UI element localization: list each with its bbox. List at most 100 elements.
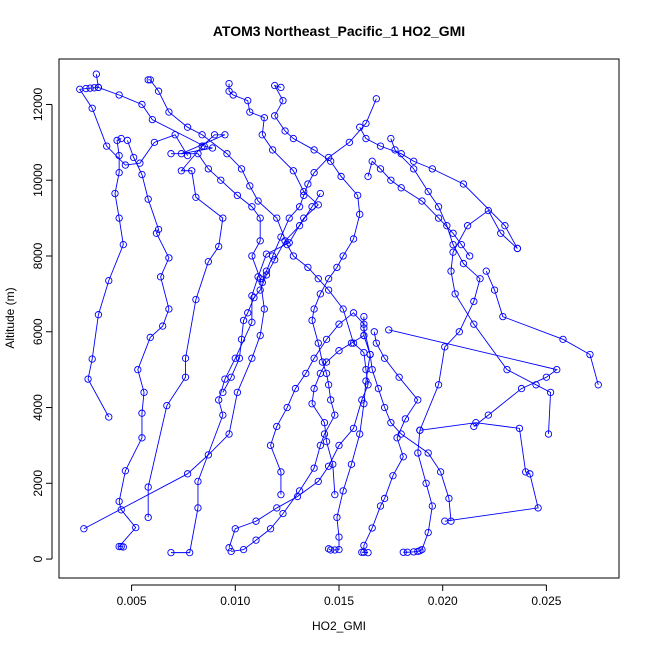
data-point bbox=[183, 151, 192, 160]
data-point bbox=[248, 203, 256, 211]
data-point bbox=[451, 290, 459, 298]
data-point bbox=[544, 430, 553, 438]
data-point bbox=[395, 373, 403, 381]
data-point bbox=[268, 252, 277, 260]
data-point bbox=[136, 159, 144, 167]
data-point bbox=[428, 502, 436, 510]
data-point bbox=[254, 197, 262, 205]
data-point bbox=[144, 195, 152, 203]
data-point bbox=[449, 240, 457, 249]
data-point bbox=[380, 354, 389, 362]
data-point bbox=[356, 210, 364, 218]
data-point bbox=[347, 460, 356, 468]
data-point bbox=[140, 388, 148, 397]
data-point bbox=[360, 400, 368, 408]
data-point bbox=[455, 328, 463, 336]
data-point bbox=[154, 225, 163, 234]
data-point bbox=[289, 134, 298, 143]
data-point bbox=[252, 536, 260, 544]
series-14 bbox=[360, 331, 455, 525]
y-tick-label: 10000 bbox=[31, 163, 45, 197]
data-point bbox=[308, 400, 316, 408]
data-point bbox=[324, 275, 333, 283]
data-point bbox=[121, 467, 130, 475]
data-point bbox=[370, 328, 378, 336]
data-point bbox=[324, 153, 333, 162]
data-point bbox=[183, 470, 192, 478]
data-point bbox=[457, 240, 466, 249]
series-line bbox=[118, 140, 170, 548]
data-point bbox=[360, 541, 368, 550]
x-tick-label: 0.020 bbox=[428, 594, 458, 608]
series-10 bbox=[219, 189, 324, 397]
data-point bbox=[484, 206, 492, 215]
data-point bbox=[183, 123, 192, 131]
data-point bbox=[339, 487, 347, 495]
data-point bbox=[349, 309, 358, 317]
data-point bbox=[482, 267, 490, 275]
data-point bbox=[322, 335, 331, 343]
data-point bbox=[522, 468, 530, 476]
data-point bbox=[362, 134, 370, 143]
data-point bbox=[204, 165, 212, 173]
y-tick-label: 4000 bbox=[31, 394, 45, 421]
data-point bbox=[244, 309, 252, 317]
chart-title: ATOM3 Northeast_Pacific_1 HO2_GMI bbox=[213, 23, 465, 39]
data-point bbox=[376, 502, 385, 510]
series-19 bbox=[258, 95, 380, 287]
data-point bbox=[192, 295, 200, 304]
data-point bbox=[356, 430, 364, 438]
data-point bbox=[94, 83, 103, 92]
data-point bbox=[217, 176, 225, 184]
data-point bbox=[231, 525, 239, 533]
data-point bbox=[144, 483, 152, 491]
data-point bbox=[277, 233, 285, 241]
y-tick-label: 2000 bbox=[31, 470, 45, 497]
y-axis-label: Altitude (m) bbox=[3, 287, 17, 348]
data-point bbox=[295, 222, 304, 230]
data-point bbox=[266, 525, 275, 533]
y-tick-label: 8000 bbox=[31, 242, 45, 269]
data-point bbox=[374, 384, 383, 393]
data-point bbox=[424, 187, 432, 196]
data-point bbox=[115, 542, 123, 551]
data-point bbox=[385, 326, 393, 334]
data-point bbox=[223, 150, 231, 158]
data-point bbox=[401, 415, 410, 423]
data-point bbox=[526, 470, 534, 478]
data-point bbox=[231, 354, 239, 362]
x-axis: 0.005 0.010 0.015 0.020 0.025 bbox=[117, 584, 562, 608]
data-point bbox=[416, 426, 424, 434]
data-point bbox=[484, 411, 492, 419]
data-point bbox=[167, 150, 175, 158]
data-point bbox=[246, 182, 254, 190]
data-point bbox=[123, 136, 132, 145]
data-point bbox=[233, 388, 242, 397]
data-point bbox=[324, 286, 333, 294]
data-point bbox=[345, 138, 354, 146]
data-point bbox=[154, 87, 163, 95]
data-point bbox=[470, 320, 478, 328]
data-point bbox=[144, 513, 152, 522]
data-point bbox=[322, 437, 331, 446]
data-point bbox=[360, 312, 368, 321]
data-point bbox=[244, 97, 252, 105]
data-point bbox=[414, 449, 422, 457]
data-point bbox=[397, 150, 405, 158]
data-point bbox=[250, 294, 258, 302]
series-line bbox=[450, 209, 552, 435]
data-point bbox=[225, 544, 233, 552]
data-point bbox=[271, 112, 279, 120]
data-point bbox=[80, 525, 88, 533]
data-point bbox=[256, 237, 264, 245]
data-point bbox=[115, 214, 123, 222]
data-point bbox=[499, 312, 507, 321]
data-point bbox=[368, 157, 376, 165]
data-point bbox=[380, 403, 389, 412]
x-axis-label: HO2_GMI bbox=[312, 619, 366, 633]
y-axis: 0 2000 4000 6000 8000 10000 12000 bbox=[31, 87, 53, 562]
series-line bbox=[231, 84, 361, 552]
data-point bbox=[260, 305, 268, 313]
data-point bbox=[449, 229, 457, 237]
series-8 bbox=[227, 81, 364, 556]
